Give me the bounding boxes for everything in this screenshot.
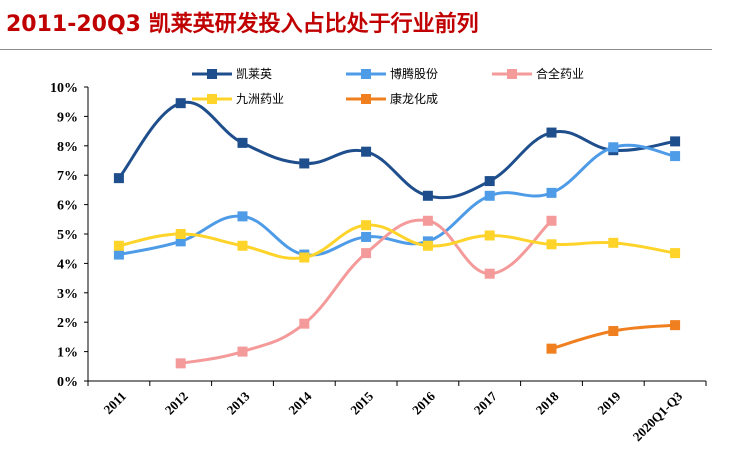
data-point — [670, 151, 681, 162]
y-tick-label: 1% — [57, 346, 78, 361]
data-point — [608, 142, 619, 153]
y-tick-label: 4% — [57, 257, 78, 272]
data-point — [237, 346, 248, 357]
data-point — [670, 320, 681, 331]
data-point — [484, 190, 495, 201]
data-point — [361, 248, 372, 259]
legend-label: 九洲药业 — [236, 92, 284, 106]
data-point — [299, 252, 310, 263]
series-line — [118, 143, 676, 257]
y-tick-label: 6% — [57, 199, 78, 214]
data-point — [484, 230, 495, 241]
data-point — [113, 240, 124, 251]
data-point — [175, 229, 186, 239]
data-point — [175, 236, 186, 247]
data-point — [670, 248, 681, 259]
x-tick-label: 2011 — [101, 389, 129, 417]
data-point — [546, 215, 557, 226]
data-point — [113, 249, 124, 260]
x-tick-label: 2016 — [409, 388, 438, 417]
data-point — [608, 326, 619, 337]
series-1 — [113, 98, 681, 201]
data-point — [670, 136, 681, 147]
legend-label: 博腾股份 — [390, 66, 438, 81]
data-point — [422, 240, 433, 251]
data-point — [237, 137, 248, 148]
data-point — [484, 176, 495, 187]
legend-label: 合全药业 — [536, 66, 584, 81]
page-title: 2011-20Q3 凯莱英研发投入占比处于行业前列 — [6, 12, 479, 37]
y-tick-label: 0% — [57, 375, 78, 390]
series-3 — [175, 215, 557, 369]
data-point — [422, 190, 433, 201]
legend-marker — [207, 94, 217, 104]
x-axis-ticks: 2011 2012 2013 2014 2015 2016 2017 2018 2019 2020… — [87, 381, 707, 444]
y-tick-label: 10% — [50, 81, 78, 96]
series-5 — [546, 320, 681, 354]
x-tick-label: 2018 — [533, 388, 562, 417]
legend-marker — [507, 69, 517, 79]
y-tick-label: 7% — [57, 169, 78, 184]
title-divider — [0, 49, 712, 50]
x-tick-label: 2012 — [162, 389, 191, 418]
data-point — [299, 318, 310, 329]
data-point — [546, 343, 557, 354]
x-tick-label: 2017 — [471, 388, 500, 417]
y-tick-label: 5% — [57, 228, 78, 243]
x-tick-label: 2014 — [285, 388, 314, 417]
data-point — [484, 268, 495, 279]
data-point — [113, 173, 124, 184]
series-4 — [113, 220, 681, 263]
y-tick-label: 8% — [57, 140, 78, 155]
series-line — [117, 100, 676, 200]
legend-item-5: 康龙化成 — [346, 91, 438, 106]
legend-item-1: 凯莱英 — [192, 67, 272, 81]
data-point — [361, 231, 372, 242]
data-point — [361, 220, 372, 231]
data-point — [175, 98, 186, 109]
y-axis-ticks: 0% 1% 2% 3% 4% 5% 6% 7% 8% 9% 10% — [50, 81, 88, 390]
data-point — [546, 187, 557, 198]
data-point — [608, 237, 619, 248]
series-line — [118, 223, 676, 260]
legend-marker — [361, 69, 371, 79]
legend-item-4: 九洲药业 — [192, 92, 284, 106]
legend-item-3: 合全药业 — [492, 66, 584, 81]
data-point — [175, 358, 186, 369]
y-tick-label: 9% — [57, 110, 78, 125]
data-point — [237, 240, 248, 251]
x-tick-label: 2020Q1-Q3 — [630, 388, 686, 444]
data-point — [299, 158, 310, 169]
y-tick-label: 3% — [57, 287, 78, 302]
data-point — [546, 127, 557, 138]
chart-series — [113, 98, 681, 369]
legend-label: 凯莱英 — [236, 67, 272, 81]
x-tick-label: 2015 — [347, 388, 376, 417]
legend-marker — [361, 94, 371, 104]
x-tick-label: 2019 — [594, 388, 623, 417]
data-point — [361, 146, 372, 157]
x-tick-label: 2013 — [224, 388, 253, 417]
data-point — [422, 215, 433, 226]
data-point — [546, 239, 557, 250]
legend-label: 康龙化成 — [390, 91, 438, 106]
legend-marker — [207, 69, 217, 79]
legend-item-2: 博腾股份 — [346, 66, 438, 81]
y-tick-label: 2% — [57, 316, 78, 331]
data-point — [237, 211, 248, 222]
